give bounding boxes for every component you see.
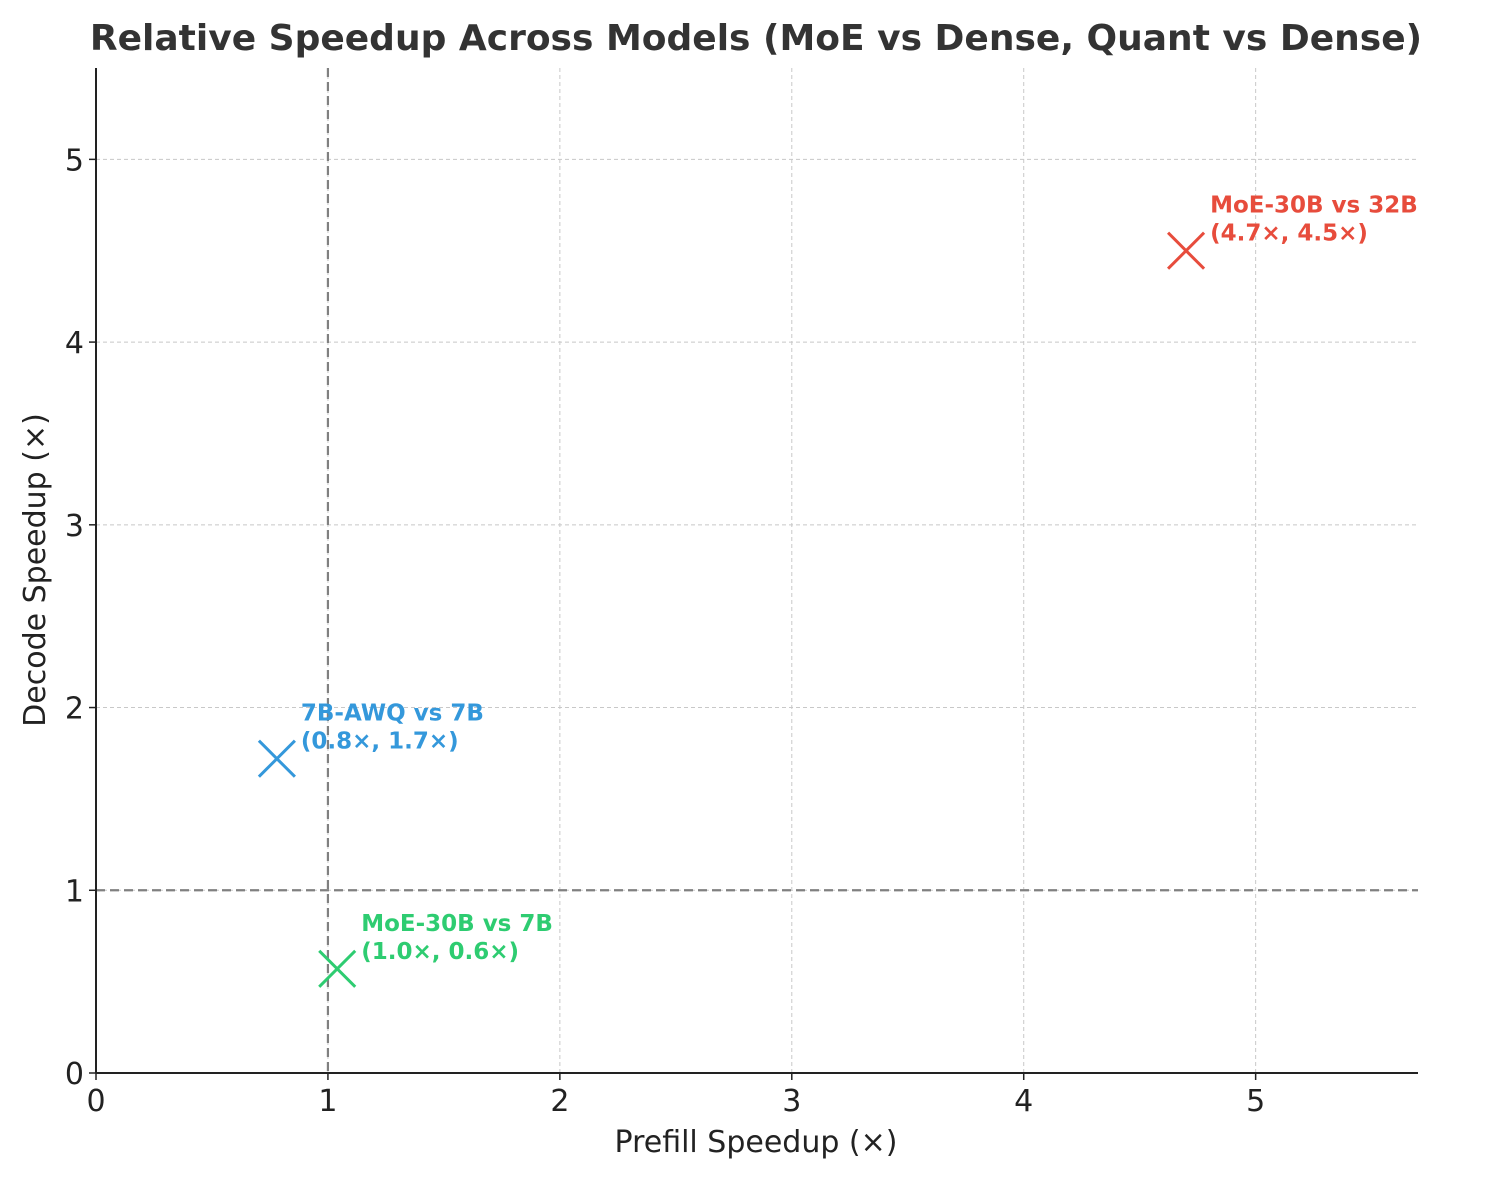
point-annotation-values: (1.0×, 0.6×) bbox=[361, 939, 519, 965]
reference-lines bbox=[96, 68, 1418, 1073]
x-tick-label: 3 bbox=[782, 1084, 801, 1119]
x-marker-stroke bbox=[1167, 231, 1206, 270]
point-annotation-label: 7B-AWQ vs 7B bbox=[301, 701, 484, 727]
y-tick-label: 5 bbox=[65, 143, 84, 178]
data-point-2: 7B-AWQ vs 7B(0.8×, 1.7×) bbox=[257, 701, 484, 778]
x-marker-stroke bbox=[318, 949, 357, 988]
y-tick-label: 3 bbox=[65, 509, 84, 544]
x-marker-stroke bbox=[257, 739, 296, 778]
y-tick-label: 1 bbox=[65, 874, 84, 909]
y-ticks: 0 1 2 3 4 5 bbox=[65, 143, 96, 1092]
y-tick-label: 0 bbox=[65, 1057, 84, 1092]
point-annotation-label: MoE-30B vs 32B bbox=[1210, 193, 1418, 219]
y-tick-label: 4 bbox=[65, 326, 84, 361]
y-axis-label: Decode Speedup (×) bbox=[18, 413, 53, 727]
x-tick-label: 5 bbox=[1246, 1084, 1265, 1119]
x-axis-label: Prefill Speedup (×) bbox=[615, 1125, 898, 1160]
y-tick-label: 2 bbox=[65, 692, 84, 727]
point-annotation-values: (4.7×, 4.5×) bbox=[1210, 221, 1368, 247]
point-annotation-values: (0.8×, 1.7×) bbox=[301, 729, 459, 755]
x-tick-label: 2 bbox=[550, 1084, 569, 1119]
chart-title: Relative Speedup Across Models (MoE vs D… bbox=[90, 18, 1422, 59]
grid bbox=[96, 68, 1418, 1073]
data-point-3: MoE-30B vs 7B(1.0×, 0.6×) bbox=[318, 911, 553, 988]
x-tick-label: 0 bbox=[86, 1084, 105, 1119]
point-annotation-label: MoE-30B vs 7B bbox=[361, 911, 553, 937]
axes bbox=[95, 68, 1418, 1074]
data-point-1: MoE-30B vs 32B(4.7×, 4.5×) bbox=[1167, 193, 1418, 270]
x-ticks: 0 1 2 3 4 5 bbox=[86, 1073, 1265, 1119]
x-tick-label: 1 bbox=[318, 1084, 337, 1119]
data-points: MoE-30B vs 32B(4.7×, 4.5×) 7B-AWQ vs 7B(0… bbox=[257, 193, 1418, 988]
x-tick-label: 4 bbox=[1014, 1084, 1033, 1119]
